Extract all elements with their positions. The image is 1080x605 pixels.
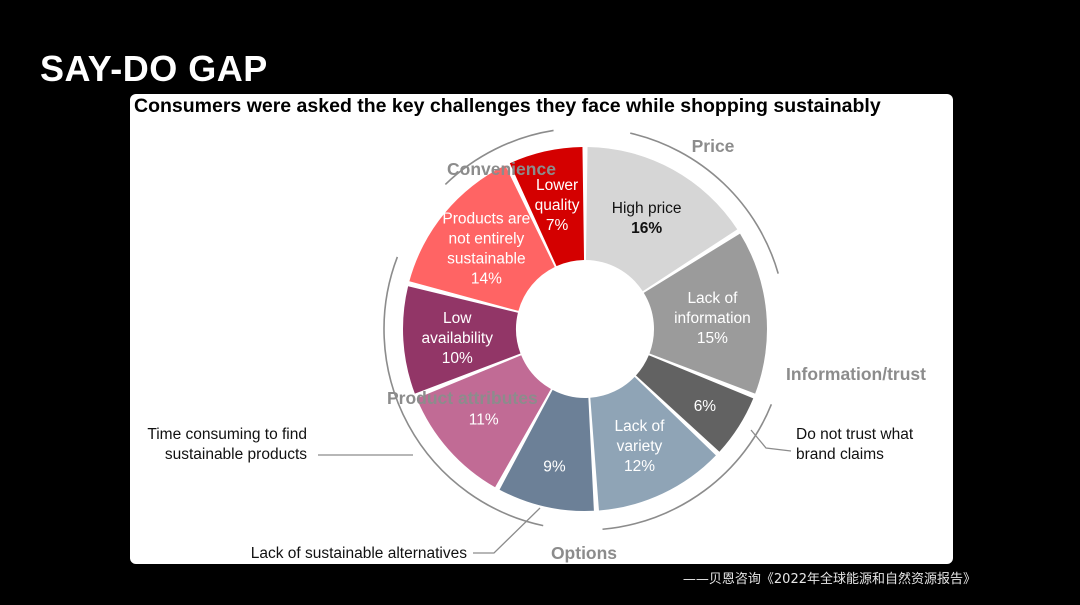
category-ring-arc xyxy=(602,403,773,531)
slice-not-sustainable xyxy=(409,165,555,311)
slice-label-lack-of-variety: Lack of variety 12% xyxy=(615,418,666,475)
slice-time-consuming xyxy=(416,355,551,488)
slice-value-time-consuming: 11% xyxy=(469,411,499,428)
callout-do-not-trust: Do not trust what brand claims xyxy=(796,426,914,463)
slice-value-not-sustainable: 14% xyxy=(471,270,502,287)
slice-value-lower-quality: 7% xyxy=(546,217,569,234)
callout-leader-do-not-trust xyxy=(750,429,792,452)
slice-value-lack-of-variety: 12% xyxy=(624,458,655,475)
category-label-information-trust: Information/trust xyxy=(786,364,926,384)
slice-lack-of-information xyxy=(643,233,767,394)
slice-lower-quality xyxy=(509,147,585,267)
slice-label-lack-of-information: Lack of information 15% xyxy=(674,290,751,347)
chart-panel: Consumers were asked the key challenges … xyxy=(130,94,953,564)
slice-label-lower-quality: Lower quality 7% xyxy=(535,177,580,234)
slice-do-not-trust xyxy=(635,355,754,452)
category-label-product-attributes: Product attributes xyxy=(387,388,538,408)
slice-label-not-sustainable: Products are not entirely sustainable 14% xyxy=(442,210,530,287)
slice-label-low-availability: Low availability 10% xyxy=(421,310,493,367)
slice-label-time-consuming: 11% xyxy=(469,411,499,428)
category-label-options: Options xyxy=(551,543,617,563)
slice-label-high-price: High price 16% xyxy=(612,200,682,237)
slide-title: SAY-DO GAP xyxy=(40,48,268,89)
category-label-price: Price xyxy=(692,136,735,156)
donut-chart: Consumers were asked the key challenges … xyxy=(134,95,926,563)
category-ring-arc xyxy=(630,132,779,274)
slice-value-high-price: 16% xyxy=(631,220,662,237)
slice-value-lack-of-alternatives: 9% xyxy=(543,459,566,476)
slice-lack-of-alternatives xyxy=(499,389,594,511)
source-citation: ——贝恩咨询《2022年全球能源和自然资源报告》 xyxy=(682,572,976,587)
slice-label-do-not-trust: 6% xyxy=(694,398,717,415)
chart-title: Consumers were asked the key challenges … xyxy=(134,95,881,117)
slice-value-do-not-trust: 6% xyxy=(694,398,717,415)
callout-lack-of-alternatives: Lack of sustainable alternatives xyxy=(251,545,468,562)
category-label-convenience: Convenience xyxy=(447,159,556,179)
callout-leader-lack-of-alternatives xyxy=(473,507,541,554)
slice-value-lack-of-information: 15% xyxy=(697,330,728,347)
slice-low-availability xyxy=(403,286,521,394)
slice-lack-of-variety xyxy=(590,376,716,511)
slice-label-lack-of-alternatives: 9% xyxy=(543,459,566,476)
slice-high-price xyxy=(585,147,738,292)
category-ring-arc xyxy=(383,256,544,527)
slice-value-low-availability: 10% xyxy=(442,350,473,367)
category-ring-arc xyxy=(444,129,554,185)
callout-time-consuming: Time consuming to find sustainable produc… xyxy=(147,426,307,463)
